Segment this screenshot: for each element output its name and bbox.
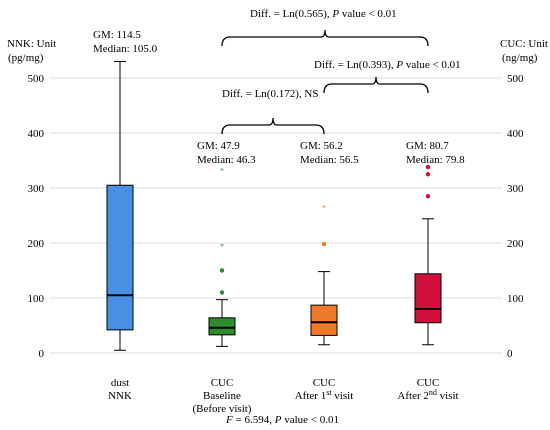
- median-label: Median: 46.3: [197, 154, 256, 166]
- right-axis-label-line1: CUC: Unit: [500, 38, 548, 50]
- iqr-box: [310, 304, 338, 336]
- y-tick-label-right: 200: [507, 238, 524, 250]
- comparison-label: Diff. = Ln(0.172), NS: [222, 88, 318, 100]
- category-label: CUC: [211, 377, 234, 389]
- comparison-label: Diff. = Ln(0.565), P value < 0.01: [250, 8, 397, 20]
- y-tick-label-right: 400: [507, 128, 524, 140]
- box-group: **: [208, 166, 236, 347]
- iqr-box: [414, 273, 442, 324]
- outlier-point: [321, 241, 327, 247]
- outlier-point: [425, 172, 431, 177]
- category-label: After 1st visit: [295, 388, 354, 403]
- category-label: NNK: [108, 390, 132, 402]
- right-axis-ticks: 0 100 200 300 400 500: [507, 73, 524, 360]
- outlier-point: [425, 164, 431, 170]
- extreme-outlier-marker: *: [220, 242, 224, 251]
- category-label: CUC: [417, 377, 440, 389]
- gm-label: GM: 47.9: [197, 140, 240, 152]
- outlier-point: [425, 194, 431, 199]
- outlier-point: [219, 290, 225, 295]
- gm-label: GM: 56.2: [300, 140, 343, 152]
- median-label: Median: 105.0: [93, 43, 158, 55]
- outlier-point: [219, 268, 225, 273]
- y-tick-label-left: 200: [28, 238, 45, 250]
- left-axis-label-line1: NNK: Unit: [7, 38, 56, 50]
- gm-label: GM: 114.5: [93, 29, 141, 41]
- box-group: [414, 164, 442, 346]
- comparison-bracket: [323, 76, 429, 94]
- left-axis-ticks: 0 100 200 300 400 500: [28, 73, 45, 360]
- f-statistic-caption: F = 6.594, P value < 0.01: [225, 414, 339, 426]
- comparison-brackets: Diff. = Ln(0.565), P value < 0.01 Diff. =…: [221, 8, 461, 135]
- left-axis-label-line2: (pg/mg): [8, 52, 44, 64]
- iqr-box: [208, 317, 236, 336]
- gm-label: GM: 80.7: [406, 140, 449, 152]
- iqr-box: [106, 184, 134, 331]
- extreme-outlier-marker: *: [220, 166, 224, 175]
- y-tick-label-left: 0: [39, 348, 45, 360]
- category-label: (Before visit): [193, 403, 252, 415]
- y-tick-label-right: 100: [507, 293, 524, 305]
- y-tick-label-left: 500: [28, 73, 45, 85]
- right-axis-label-line2: (ng/mg): [502, 52, 538, 64]
- median-label: Median: 79.8: [406, 154, 465, 166]
- y-tick-label-left: 400: [28, 128, 45, 140]
- category-label: After 2nd visit: [397, 388, 458, 403]
- group-annotations: GM: 114.5 Median: 105.0 GM: 47.9 Median: 46…: [93, 29, 465, 166]
- box-groups: ***: [106, 61, 442, 351]
- category-label: CUC: [313, 377, 336, 389]
- y-tick-label-right: 500: [507, 73, 524, 85]
- comparison-label: Diff. = Ln(0.393), P value < 0.01: [314, 59, 461, 71]
- category-label: dust: [111, 377, 129, 389]
- extreme-outlier-marker: *: [322, 203, 326, 212]
- median-label: Median: 56.5: [300, 154, 359, 166]
- y-tick-label-right: 300: [507, 183, 524, 195]
- y-tick-label-left: 100: [28, 293, 45, 305]
- y-tick-label-right: 0: [507, 348, 513, 360]
- category-label: Baseline: [203, 390, 241, 402]
- box-group: *: [310, 203, 338, 346]
- y-tick-label-left: 300: [28, 183, 45, 195]
- comparison-bracket: [221, 29, 429, 47]
- box-group: [106, 61, 134, 351]
- comparison-bracket: [221, 117, 325, 135]
